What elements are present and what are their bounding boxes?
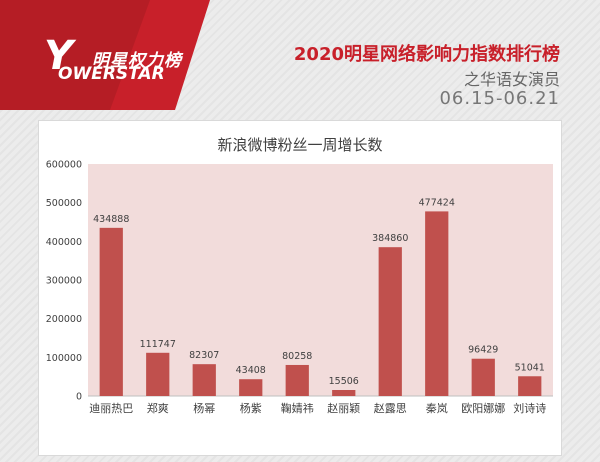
data-label: 43408 — [236, 365, 266, 376]
x-tick-label: 杨幂 — [193, 401, 215, 415]
card-border — [38, 120, 562, 456]
data-label: 15506 — [329, 376, 359, 387]
data-label: 80258 — [282, 351, 312, 362]
y-tick-label: 500000 — [46, 198, 82, 209]
y-tick-label: 300000 — [46, 276, 82, 287]
data-label: 477424 — [419, 197, 455, 208]
bar — [425, 211, 449, 396]
y-tick-label: 200000 — [46, 314, 82, 325]
chart-title: 新浪微博粉丝一周增长数 — [217, 136, 382, 154]
x-tick-label: 秦岚 — [426, 401, 448, 415]
bar — [285, 364, 309, 396]
bar — [239, 379, 263, 396]
x-tick-label: 欧阳娜娜 — [461, 401, 505, 415]
y-tick-label: 400000 — [46, 237, 82, 248]
page-subtitle: 之华语女演员 — [463, 70, 560, 89]
data-label: 82307 — [189, 350, 219, 361]
page-title: 2020明星网络影响力指数排行榜 — [293, 44, 560, 65]
x-tick-label: 杨紫 — [240, 401, 262, 415]
date-range: 06.15-06.21 — [439, 88, 560, 109]
data-label: 384860 — [372, 233, 408, 244]
bar — [146, 352, 170, 396]
data-label: 51041 — [515, 362, 545, 373]
data-label: 96429 — [468, 345, 498, 356]
chart-card: 新浪微博粉丝一周增长数 0 100000 200000 300000 400000 5000… — [38, 120, 562, 456]
y-tick-label: 0 — [76, 392, 82, 403]
x-tick-label: 赵露思 — [374, 401, 407, 415]
x-tick-label: 郑爽 — [147, 401, 169, 415]
y-tick-label: 100000 — [46, 353, 82, 364]
bar-chart: 新浪微博粉丝一周增长数 0 100000 200000 300000 400000 5000… — [38, 120, 562, 456]
data-label: 434888 — [93, 214, 129, 225]
logo-banner — [0, 0, 210, 110]
x-tick-label: 刘诗诗 — [513, 401, 546, 415]
bar — [192, 364, 216, 396]
bar — [99, 227, 123, 396]
logo-mark: Y — [44, 33, 73, 79]
bar — [332, 390, 356, 396]
data-label: 111747 — [140, 339, 176, 350]
x-tick-label: 赵丽颖 — [327, 401, 360, 415]
bar — [518, 376, 542, 396]
header: Y 明星权力榜 OWERSTAR 2020明星网络影响力指数排行榜 之华语女演员… — [0, 0, 600, 110]
y-tick-label: 600000 — [46, 160, 82, 171]
x-tick-label: 鞠婧祎 — [281, 401, 314, 415]
bar — [471, 358, 495, 396]
logo-chinese: 明星权力榜 — [92, 51, 182, 71]
bar — [378, 247, 402, 396]
logo-english: OWERSTAR — [58, 64, 165, 84]
x-tick-label: 迪丽热巴 — [89, 402, 133, 415]
